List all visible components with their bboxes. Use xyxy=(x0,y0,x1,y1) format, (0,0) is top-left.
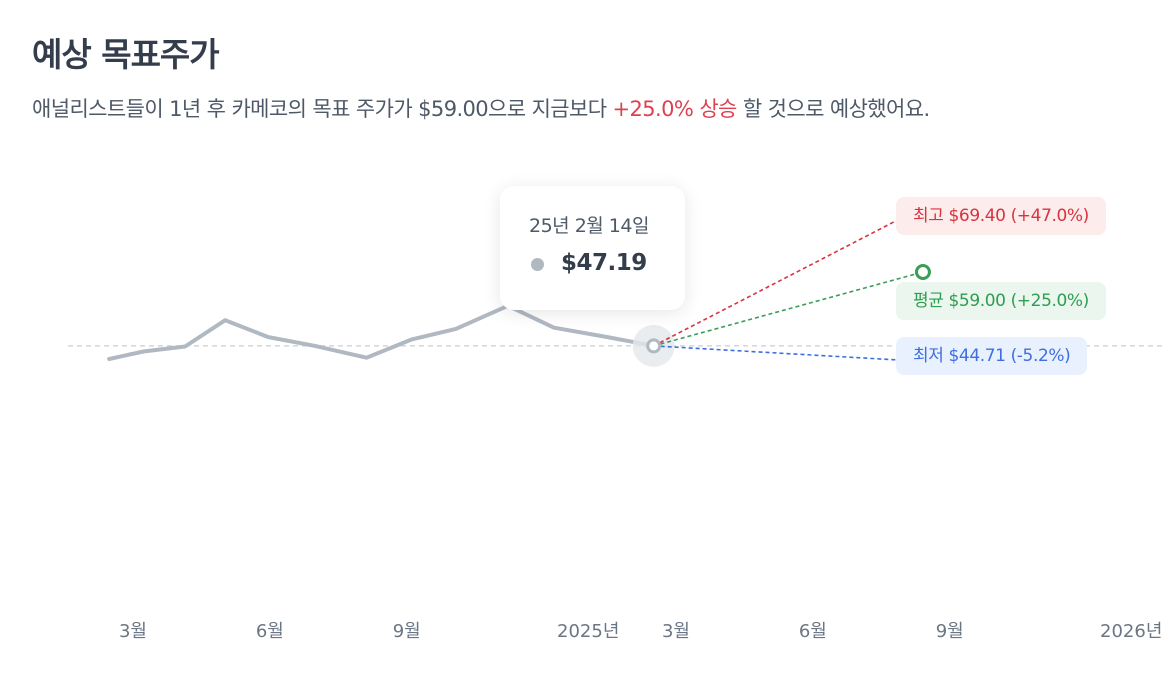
subtitle-prefix: 애널리스트들이 1년 후 카메코의 목표 주가가 $59.00으로 지금보다 xyxy=(32,97,613,121)
subtitle-highlight: +25.0% 상승 xyxy=(612,97,738,121)
page-title: 예상 목표주가 xyxy=(32,35,220,74)
history-line-layer xyxy=(107,303,675,367)
target-avg-label: 평균 $59.00 (+25.0%) xyxy=(896,282,1106,320)
target-point-avg xyxy=(914,263,931,280)
x-axis-ticks: 3월 6월 9월 2025년 3월 6월 9월 2026년 xyxy=(119,621,1162,642)
x-tick-label: 2025년 xyxy=(557,621,619,642)
current-point xyxy=(646,338,662,354)
subtitle: 애널리스트들이 1년 후 카메코의 목표 주가가 $59.00으로 지금보다 +… xyxy=(32,93,930,123)
x-tick-label: 3월 xyxy=(662,621,690,642)
target-high-label: 최고 $69.40 (+47.0%) xyxy=(896,197,1106,235)
target-line-avg xyxy=(653,271,924,347)
target-line-high xyxy=(653,206,924,347)
tooltip-date: 25년 2월 14일 xyxy=(529,215,649,237)
x-tick-label: 6월 xyxy=(256,621,284,642)
tooltip-price: $47.19 xyxy=(561,250,647,276)
target-low-label: 최저 $44.71 (-5.2%) xyxy=(896,337,1088,375)
target-lines-layer xyxy=(646,198,931,370)
x-tick-label: 3월 xyxy=(119,621,147,642)
x-tick-label: 2026년 xyxy=(1100,621,1162,642)
x-tick-label: 6월 xyxy=(799,621,827,642)
x-tick-label: 9월 xyxy=(936,621,964,642)
target-line-low xyxy=(653,345,923,363)
tooltip-series-dot xyxy=(531,258,544,271)
x-tick-label: 9월 xyxy=(393,621,421,642)
history-line xyxy=(107,303,656,361)
subtitle-suffix: 할 것으로 예상했어요. xyxy=(736,97,930,121)
tooltip: 25년 2월 14일 $47.19 xyxy=(500,186,685,310)
